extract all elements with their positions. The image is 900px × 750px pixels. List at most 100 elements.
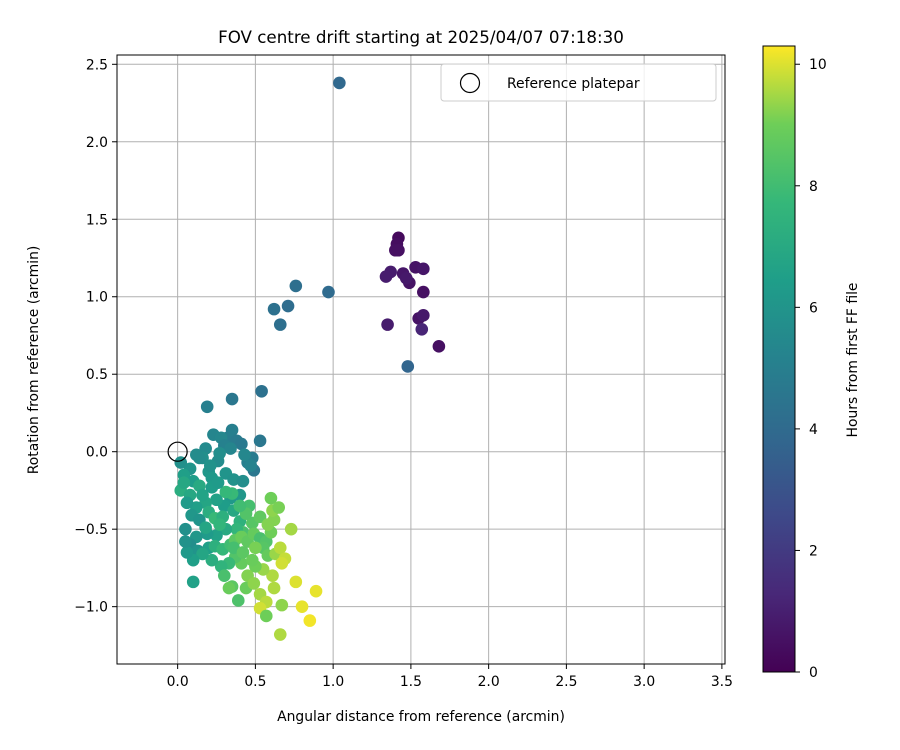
grid: [117, 55, 725, 664]
y-tick-label: 0.5: [86, 367, 108, 383]
data-point: [333, 76, 346, 90]
data-point: [210, 529, 223, 542]
data-point: [219, 485, 233, 499]
colorbar: 0 2 4 6 8 10 Hours from first FF file: [762, 45, 861, 681]
data-point: [217, 569, 231, 582]
data-point: [417, 262, 430, 276]
colorbar-gradient: [762, 45, 796, 673]
data-point: [417, 309, 430, 322]
data-point: [275, 556, 289, 570]
y-tick-label: −0.5: [74, 522, 108, 538]
data-point: [381, 318, 394, 331]
data-point: [392, 243, 405, 257]
y-tick-label: 1.0: [86, 290, 108, 306]
data-points: [174, 76, 446, 641]
x-tick-label: 3.5: [711, 674, 733, 690]
plot-frame: [116, 54, 726, 665]
data-point: [244, 459, 258, 472]
data-point: [199, 521, 212, 534]
data-point: [253, 434, 267, 448]
data-point: [281, 299, 295, 313]
legend: Reference platepar: [440, 63, 717, 102]
data-point: [267, 581, 281, 595]
data-point: [205, 553, 219, 567]
data-point: [235, 437, 248, 451]
data-point: [233, 499, 247, 513]
data-point: [196, 488, 209, 502]
data-point: [227, 541, 240, 555]
data-point: [272, 501, 286, 514]
x-tick-label: 1.5: [400, 674, 422, 690]
data-point: [200, 400, 214, 414]
data-point: [267, 302, 281, 316]
data-point: [275, 598, 289, 612]
x-tick-label: 0.0: [167, 674, 189, 690]
colorbar-tick-label: 4: [809, 422, 818, 438]
data-point: [253, 510, 267, 524]
data-point: [236, 474, 250, 488]
data-point: [193, 451, 206, 465]
chart-title: FOV centre drift starting at 2025/04/07 …: [218, 27, 624, 47]
colorbar-tick-label: 8: [809, 179, 818, 195]
colorbar-tick-label: 6: [809, 300, 818, 316]
colorbar-label: Hours from first FF file: [845, 283, 861, 438]
data-point: [261, 518, 275, 531]
data-point: [259, 609, 273, 623]
data-point: [225, 392, 239, 406]
data-point: [289, 575, 303, 589]
data-point: [203, 459, 217, 472]
x-axis-ticks: 0.0 0.5 1.0 1.5 2.0 2.5 3.0 3.5: [167, 664, 733, 690]
data-point: [379, 270, 393, 283]
reference-point: [167, 441, 188, 462]
y-tick-label: 2.0: [86, 135, 108, 151]
y-tick-label: 2.5: [86, 57, 108, 73]
data-point: [224, 442, 237, 455]
data-point: [231, 594, 245, 607]
x-axis-label: Angular distance from reference (arcmin): [277, 709, 565, 725]
data-point: [179, 522, 192, 536]
data-point: [284, 522, 298, 536]
x-tick-label: 2.0: [478, 674, 500, 690]
data-point: [236, 546, 250, 559]
data-point: [196, 547, 209, 561]
data-point: [303, 614, 317, 627]
data-point: [264, 491, 278, 505]
data-point: [245, 553, 259, 567]
y-tick-label: 0.0: [86, 445, 108, 461]
legend-entry: Reference platepar: [507, 76, 640, 92]
legend-box: [440, 63, 717, 102]
data-point: [247, 577, 261, 590]
data-point: [211, 476, 225, 489]
data-point: [322, 285, 335, 299]
y-tick-label: −1.0: [74, 600, 108, 616]
reference-marker: [167, 441, 188, 462]
y-axis-label: Rotation from reference (arcmin): [26, 246, 42, 475]
data-point: [210, 493, 223, 507]
data-point: [222, 581, 236, 595]
data-point: [399, 271, 413, 285]
x-tick-label: 3.0: [633, 674, 655, 690]
colorbar-ticks: 0 2 4 6 8 10: [795, 57, 827, 681]
y-axis-ticks: −1.0 −0.5 0.0 0.5 1.0 1.5 2.0 2.5: [74, 57, 117, 616]
data-point: [227, 473, 240, 486]
data-point: [432, 340, 446, 353]
data-point: [177, 476, 191, 489]
data-point: [186, 575, 200, 589]
data-point: [295, 600, 309, 613]
data-point: [238, 448, 251, 462]
data-point: [266, 569, 279, 582]
data-point: [273, 628, 287, 641]
x-tick-label: 2.5: [555, 674, 577, 690]
x-tick-label: 1.0: [322, 674, 344, 690]
y-tick-label: 1.5: [86, 212, 108, 228]
x-tick-label: 0.5: [244, 674, 266, 690]
legend-marker: [459, 72, 481, 94]
data-point: [415, 322, 429, 336]
colorbar-tick-label: 2: [809, 543, 818, 559]
data-point: [273, 541, 287, 555]
data-point: [179, 535, 192, 548]
data-point: [309, 584, 323, 598]
data-point: [273, 318, 287, 331]
data-point: [249, 541, 262, 555]
